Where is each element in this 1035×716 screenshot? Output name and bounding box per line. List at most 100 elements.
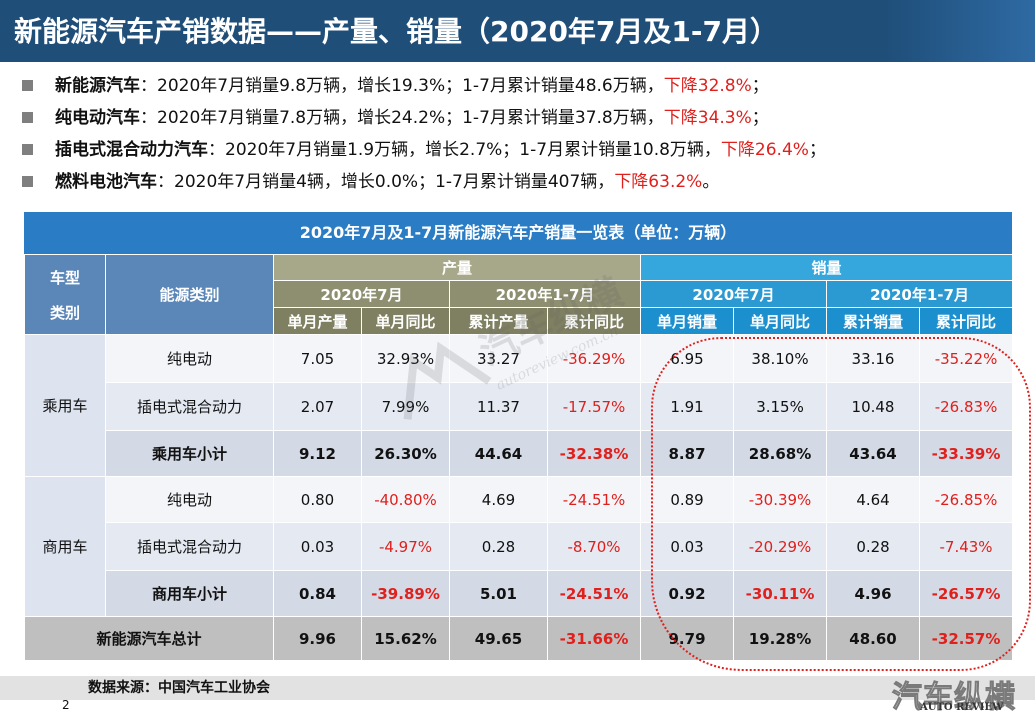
value-cell: -33.39% (919, 430, 1014, 477)
page-title: 新能源汽车产销数据——产量、销量（2020年7月及1-7月） (14, 15, 779, 48)
total-row: 新能源汽车总计 9.96 15.62% 49.65 -31.66% 9.79 19.28% 4… (24, 616, 1014, 661)
table-row: 插电式混合动力 0.03 -4.97% 0.28 -8.70% 0.03 -20.29% 0.… (25, 522, 1014, 571)
bullet-label: 插电式混合动力汽车 (55, 140, 208, 160)
value-cell: 1.91 (640, 382, 735, 431)
bullet-tail: ； (751, 108, 769, 128)
bullet-text: ：2020年7月销量9.8万辆，增长19.3%；1-7月累计销量48.6万辆， (140, 76, 664, 96)
value-cell: 44.64 (449, 430, 548, 477)
energy-type-cell: 乘用车小计 (105, 430, 274, 477)
header-energy-type: 能源类别 (105, 254, 274, 335)
value-cell: 48.60 (826, 616, 921, 661)
bullet-decline: 下降63.2% (614, 172, 703, 192)
value-cell: 38.10% (733, 334, 828, 383)
bullet-square-icon (22, 176, 33, 187)
bullet-decline: 下降34.3% (663, 108, 752, 128)
value-cell: -31.66% (546, 616, 642, 661)
value-cell: 8.87 (640, 430, 735, 477)
energy-type-cell: 插电式混合动力 (105, 522, 274, 571)
value-cell: -32.57% (919, 616, 1014, 661)
value-cell: 6.95 (640, 334, 735, 383)
value-cell: -20.29% (733, 522, 828, 571)
header-type-line1: 车型 (49, 268, 80, 287)
value-cell: 0.03 (640, 522, 735, 571)
value-cell: 9.96 (273, 616, 362, 661)
total-label: 新能源汽车总计 (24, 616, 274, 661)
value-cell: -36.29% (546, 334, 642, 383)
header-sales-july: 2020年7月 (640, 280, 828, 308)
column-header: 单月销量 (640, 307, 735, 335)
value-cell: -30.11% (733, 570, 828, 617)
value-cell: -26.83% (919, 382, 1014, 431)
page-number: 2 (62, 698, 70, 712)
value-cell: 11.37 (449, 382, 548, 431)
value-cell: 26.30% (361, 430, 450, 477)
header-type-line2: 类别 (49, 303, 80, 322)
value-cell: -30.39% (733, 476, 828, 523)
category-cell: 乘用车 (24, 334, 106, 477)
value-cell: -7.43% (919, 522, 1014, 571)
title-bar: 新能源汽车产销数据——产量、销量（2020年7月及1-7月） (0, 0, 1035, 62)
energy-type-cell: 纯电动 (105, 476, 274, 523)
subtotal-row: 乘用车小计 9.12 26.30% 44.64 -32.38% 8.87 28.68% 43.… (25, 430, 1014, 477)
value-cell: 5.01 (449, 570, 548, 617)
bullet-square-icon (22, 112, 33, 123)
value-cell: 43.64 (826, 430, 921, 477)
bullet-tail: ； (808, 140, 826, 160)
energy-type-cell: 商用车小计 (105, 570, 274, 617)
value-cell: 7.99% (361, 382, 450, 431)
brand-logo: 汽车纵横 AUTO REVIEW (892, 672, 1032, 716)
column-header: 累计产量 (449, 307, 548, 335)
bullet-tail: ； (751, 76, 769, 96)
value-cell: 0.92 (640, 570, 735, 617)
value-cell: -35.22% (919, 334, 1014, 383)
header-vehicle-type: 车型 类别 (24, 254, 106, 335)
table-row: 商用车 纯电动 0.80 -40.80% 4.69 -24.51% 0.89 -30.39% 4… (24, 476, 1014, 617)
table-title: 2020年7月及1-7月新能源汽车产销量一览表（单位：万辆） (24, 212, 1012, 254)
table-row: 插电式混合动力 2.07 7.99% 11.37 -17.57% 1.91 3.15% 10.… (25, 382, 1014, 431)
value-cell: 0.89 (640, 476, 735, 523)
value-cell: -24.51% (546, 570, 642, 617)
value-cell: -26.57% (919, 570, 1014, 617)
value-cell: 4.69 (449, 476, 548, 523)
value-cell: 9.79 (640, 616, 735, 661)
value-cell: -40.80% (361, 476, 450, 523)
sales-table: 车型 类别 能源类别 产量 销量 2020年7月 2020年1-7月 2020年7… (24, 254, 1014, 661)
energy-type-cell: 纯电动 (105, 334, 274, 383)
value-cell: 33.16 (826, 334, 921, 383)
value-cell: 9.12 (273, 430, 362, 477)
bullet-tail: 。 (702, 172, 720, 192)
value-cell: 32.93% (361, 334, 450, 383)
footer-bar (0, 676, 1035, 700)
bullet-decline: 下降32.8% (663, 76, 752, 96)
subtotal-row: 商用车小计 0.84 -39.89% 5.01 -24.51% 0.92 -30.11% 4.… (25, 570, 1014, 617)
bullet-item: 燃料电池汽车：2020年7月销量4辆，增长0.0%；1-7月累计销量407辆，下… (22, 166, 1027, 198)
value-cell: 19.28% (733, 616, 828, 661)
column-header: 累计销量 (826, 307, 921, 335)
sales-table-panel: 2020年7月及1-7月新能源汽车产销量一览表（单位：万辆） 车型类别 能源类别… (24, 212, 1014, 661)
bullet-square-icon (22, 80, 33, 91)
value-cell: 4.96 (826, 570, 921, 617)
value-cell: 0.03 (273, 522, 362, 571)
value-cell: -32.38% (546, 430, 642, 477)
header-sales-ytd: 2020年1-7月 (826, 280, 1014, 308)
table-row: 乘用车 纯电动 7.05 32.93% 33.27 -36.29% 6.95 38.10% 33… (24, 334, 1014, 477)
bullet-label: 新能源汽车 (55, 76, 140, 96)
header-prod-july: 2020年7月 (273, 280, 450, 308)
value-cell: 2.07 (273, 382, 362, 431)
value-cell: 0.28 (449, 522, 548, 571)
value-cell: -8.70% (546, 522, 642, 571)
column-header: 累计同比 (919, 307, 1014, 335)
bullet-item: 纯电动汽车：2020年7月销量7.8万辆，增长24.2%；1-7月累计销量37.… (22, 102, 1027, 134)
summary-bullets: 新能源汽车：2020年7月销量9.8万辆，增长19.3%；1-7月累计销量48.… (22, 70, 1027, 198)
value-cell: -39.89% (361, 570, 450, 617)
bullet-text: ：2020年7月销量1.9万辆，增长2.7%；1-7月累计销量10.8万辆， (208, 140, 721, 160)
category-cell: 商用车 (24, 476, 106, 617)
value-cell: 0.80 (273, 476, 362, 523)
header-production: 产量 (272, 254, 642, 281)
column-header: 单月同比 (733, 307, 828, 335)
value-cell: -24.51% (546, 476, 642, 523)
value-cell: -4.97% (361, 522, 450, 571)
title-bar-decoration (885, 0, 1035, 62)
value-cell: 15.62% (361, 616, 450, 661)
bullet-text: ：2020年7月销量7.8万辆，增长24.2%；1-7月累计销量37.8万辆， (140, 108, 664, 128)
